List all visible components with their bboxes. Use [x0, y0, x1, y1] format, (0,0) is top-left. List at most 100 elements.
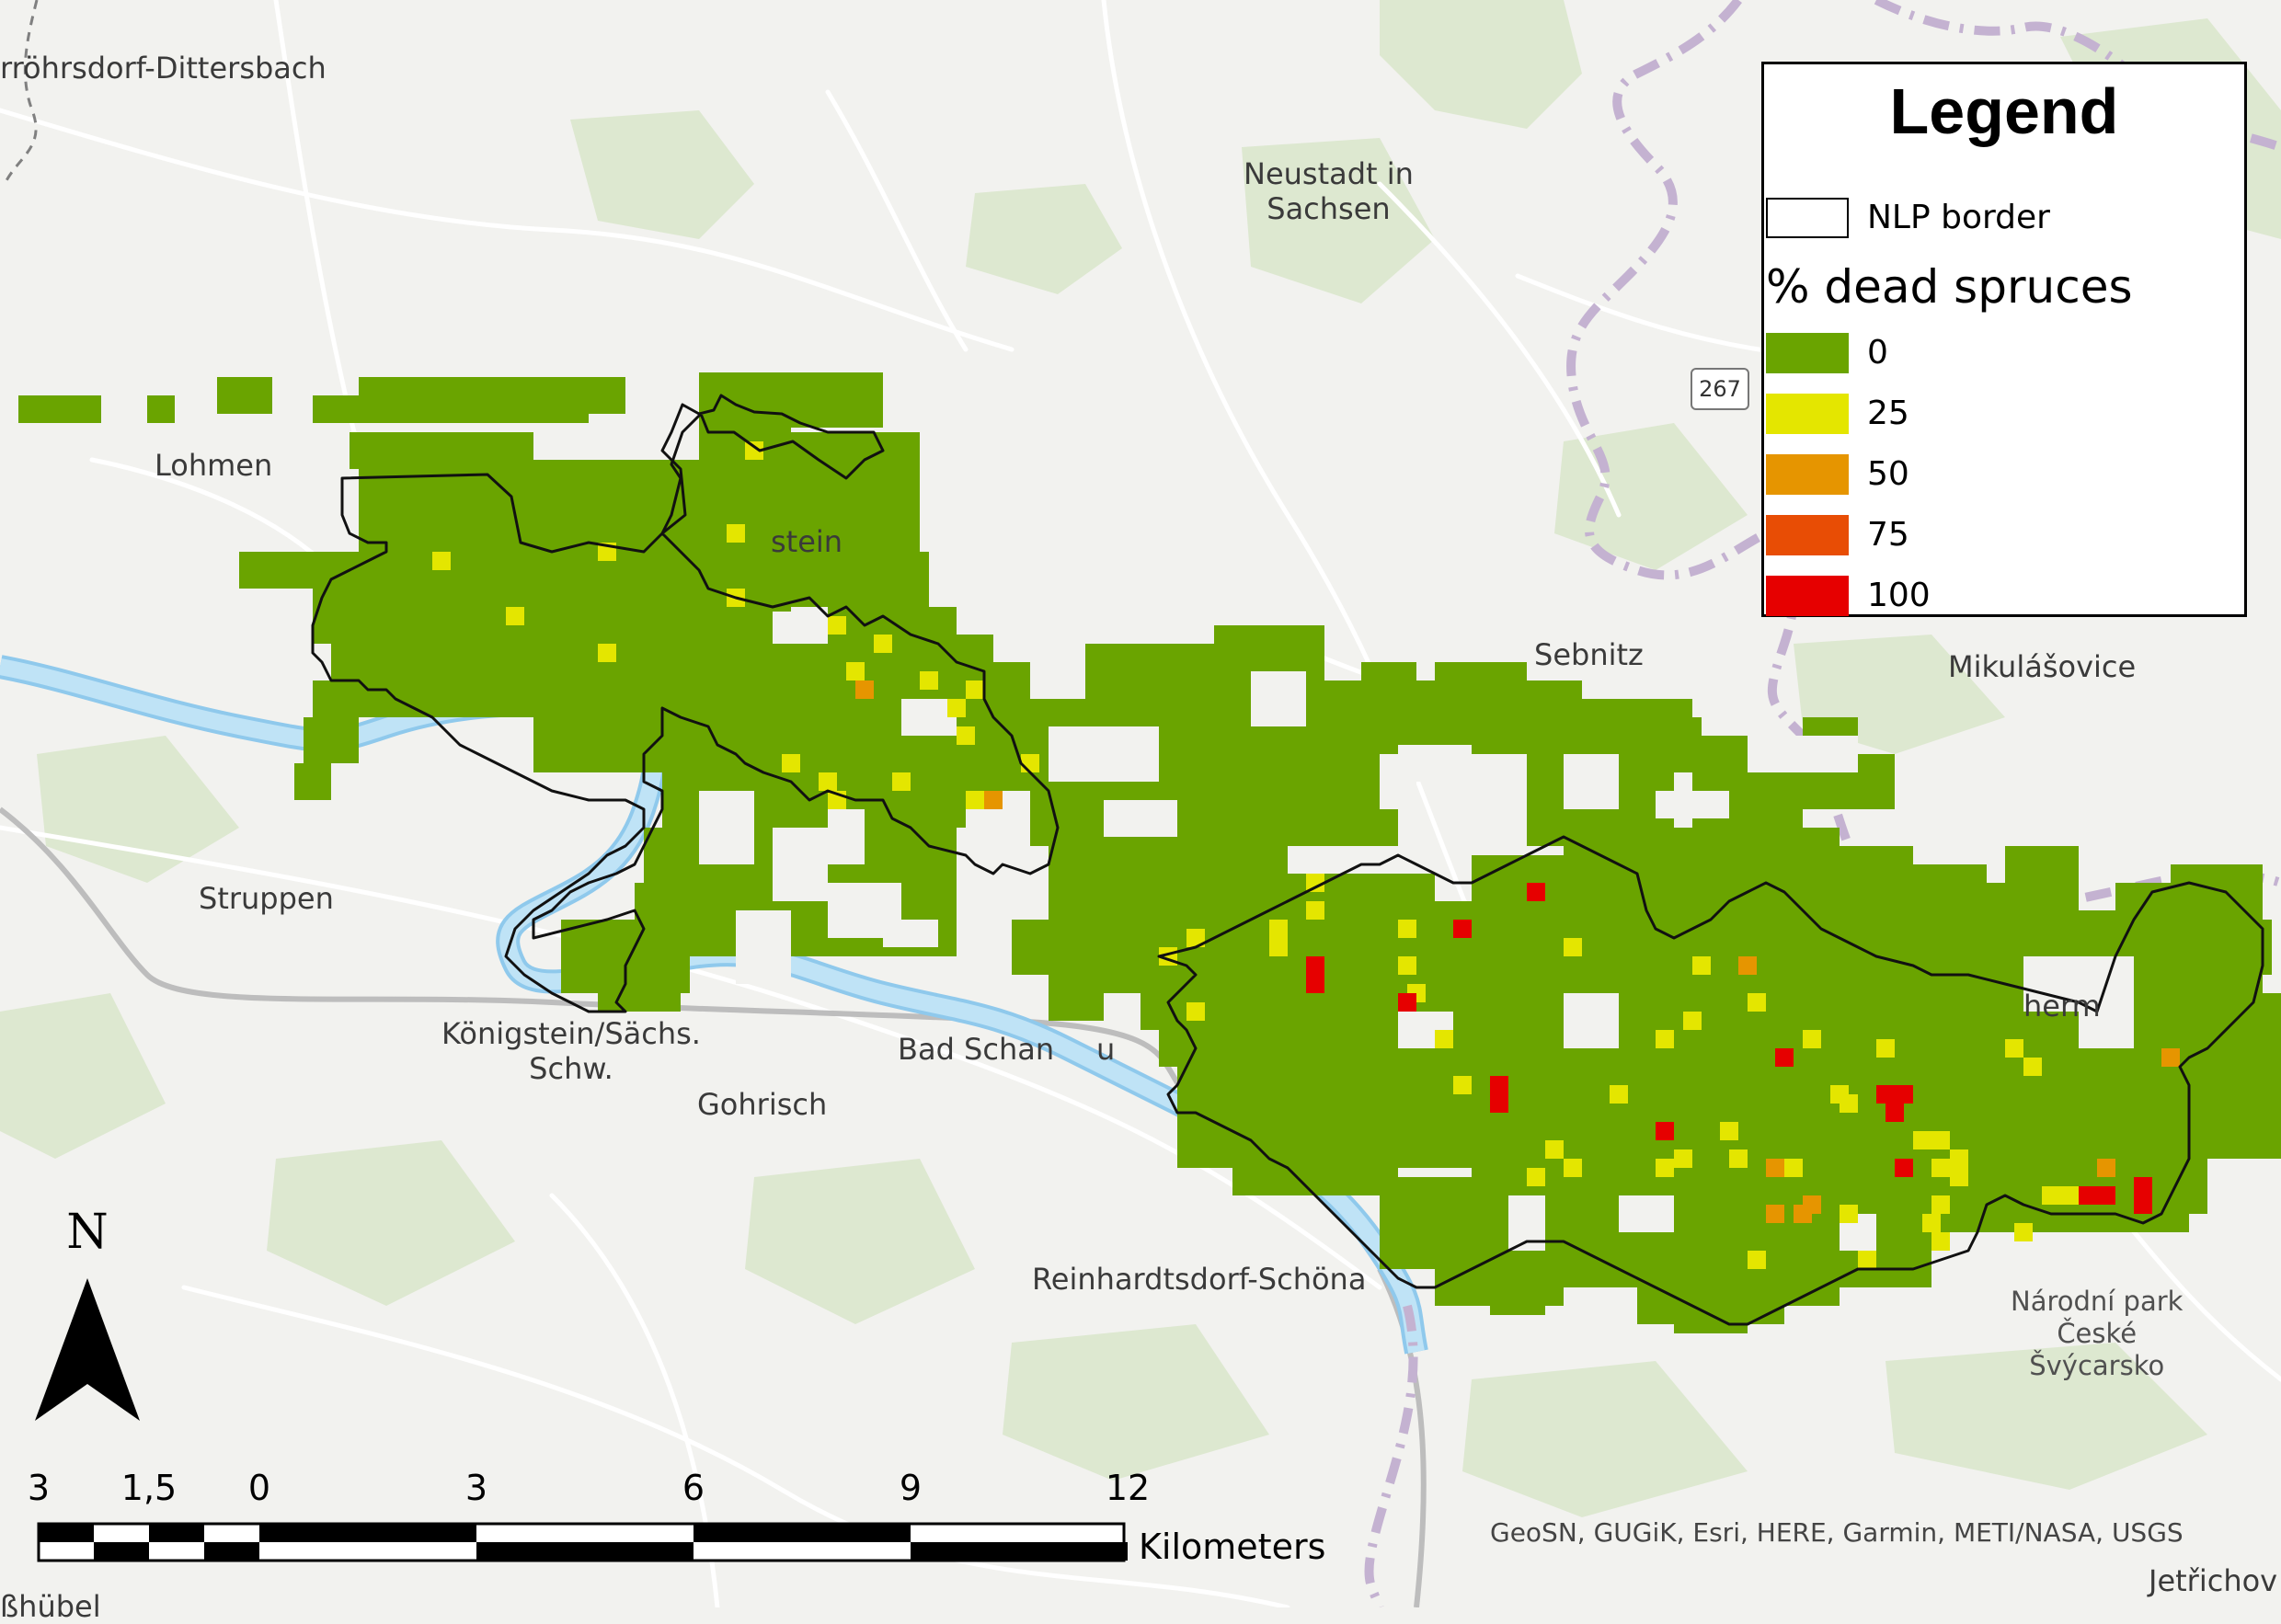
raster-damage-cell	[1656, 1122, 1674, 1140]
raster-damage-cell	[1398, 993, 1416, 1012]
raster-damage-cell	[2005, 1039, 2023, 1058]
raster-damage-cell	[1766, 1205, 1784, 1223]
raster-gap	[1748, 736, 1858, 772]
raster-gap	[1398, 745, 1472, 782]
raster-damage-cell	[1922, 1214, 1941, 1232]
raster-damage-cell	[1674, 1149, 1692, 1168]
legend-class-label: 75	[1867, 516, 1909, 554]
raster-damage-cell	[1876, 1039, 1895, 1058]
raster-damage-cell	[1738, 956, 1757, 975]
raster-damage-cell	[1950, 1168, 1968, 1186]
north-label: N	[66, 1205, 109, 1260]
raster-damage-cell	[2042, 1186, 2060, 1205]
raster-damage-cell	[1306, 901, 1324, 920]
raster-cell	[1049, 975, 1104, 1021]
raster-damage-cell	[745, 441, 763, 460]
raster-cell	[883, 432, 920, 570]
raster-cell	[681, 607, 773, 644]
raster-cell	[1490, 1287, 1545, 1315]
raster-cell	[598, 984, 681, 1012]
raster-damage-cell	[1931, 1131, 1950, 1149]
legend-class-swatch	[1766, 515, 1849, 555]
raster-damage-cell	[1490, 1076, 1508, 1094]
map-attribution: GeoSN, GUGiK, Esri, HERE, Garmin, METI/N…	[1490, 1517, 2184, 1548]
place-label: Reinhardtsdorf-Schöna	[1032, 1262, 1367, 1297]
raster-cell	[350, 432, 533, 469]
raster-damage-cell	[966, 680, 984, 699]
raster-damage-cell	[1858, 1251, 1876, 1269]
place-label: stein	[771, 524, 843, 559]
scale-tick-label: 3	[27, 1468, 51, 1508]
raster-damage-cell	[1306, 874, 1324, 892]
raster-damage-cell	[2097, 1186, 2115, 1205]
raster-gap	[736, 910, 791, 984]
raster-cell	[2207, 1048, 2281, 1159]
raster-damage-cell	[2161, 1048, 2180, 1067]
scale-tick-label: 12	[1105, 1468, 1151, 1508]
place-label: Jetřichov	[2149, 1563, 2278, 1598]
scale-tick-label: 0	[247, 1468, 271, 1508]
scale-units-label: Kilometers	[1139, 1527, 1326, 1567]
legend-title: Legend	[1889, 75, 2119, 147]
north-arrow-icon	[35, 1278, 140, 1421]
scale-tick-label: 6	[682, 1468, 705, 1508]
raster-damage-cell	[1913, 1131, 1931, 1149]
raster-damage-cell	[1527, 883, 1545, 901]
raster-damage-cell	[957, 726, 975, 745]
raster-damage-cell	[1840, 1205, 1858, 1223]
raster-cell	[1361, 1104, 1472, 1159]
raster-damage-cell	[1803, 1195, 1821, 1214]
raster-damage-cell	[1398, 956, 1416, 975]
raster-gap	[773, 828, 828, 901]
raster-damage-cell	[2079, 1186, 2097, 1205]
raster-cell	[1085, 644, 1214, 717]
raster-damage-cell	[1683, 1012, 1702, 1030]
raster-cell	[1361, 662, 1416, 699]
raster-gap	[1564, 754, 1619, 809]
nlp-border	[311, 394, 2264, 1326]
raster-damage-cell	[1729, 1149, 1748, 1168]
road-shield: 267	[1691, 368, 1749, 410]
raster-damage-cell	[1876, 1085, 1895, 1104]
raster-damage-cell	[1306, 956, 1324, 975]
raster-damage-cell	[1186, 929, 1205, 947]
raster-damage-cell	[1803, 1030, 1821, 1048]
raster-gap	[2079, 1012, 2134, 1048]
raster-cell	[294, 763, 331, 800]
place-label: ßhübel	[0, 1589, 101, 1624]
raster-damage-cell	[1527, 1168, 1545, 1186]
raster-gap	[1049, 726, 1159, 782]
raster-gap	[1251, 671, 1306, 726]
country-border-3	[1364, 1304, 1418, 1607]
place-label: Struppen	[199, 881, 334, 916]
raster-cell	[2244, 920, 2272, 975]
raster-damage-cell	[1748, 1251, 1766, 1269]
raster-damage-cell	[1886, 1104, 1904, 1122]
raster-damage-cell	[855, 680, 874, 699]
place-label: Sebnitz	[1534, 637, 1644, 672]
raster-damage-cell	[1306, 975, 1324, 993]
raster-damage-cell	[506, 607, 524, 625]
legend-class-swatch	[1766, 333, 1849, 373]
place-label: rröhrsdorf-Dittersbach	[0, 51, 327, 86]
raster-cell	[147, 395, 175, 423]
place-label: Lohmen	[155, 448, 273, 483]
raster-damage-cell	[966, 791, 984, 809]
legend-class-label: 25	[1867, 395, 1909, 432]
raster-cell	[1490, 680, 1582, 754]
raster-damage-cell	[782, 754, 800, 772]
nlp-border-swatch	[1766, 198, 1849, 238]
legend-class-label: 0	[1867, 334, 1888, 372]
raster-cell	[533, 699, 717, 772]
raster-damage-cell	[2014, 1223, 2033, 1241]
scale-bar-graphic	[37, 1522, 1128, 1562]
raster-damage-cell	[1398, 920, 1416, 938]
raster-damage-cell	[984, 791, 1003, 809]
raster-gap	[699, 791, 754, 864]
raster-damage-cell	[1895, 1159, 1913, 1177]
legend-panel: Legend NLP border % dead spruces 0 25 50 75…	[1761, 62, 2247, 617]
raster-damage-cell	[947, 699, 966, 717]
scale-tick-label: 1,5	[120, 1468, 178, 1508]
raster-damage-cell	[1186, 1002, 1205, 1021]
raster-damage-cell	[1610, 1085, 1628, 1104]
